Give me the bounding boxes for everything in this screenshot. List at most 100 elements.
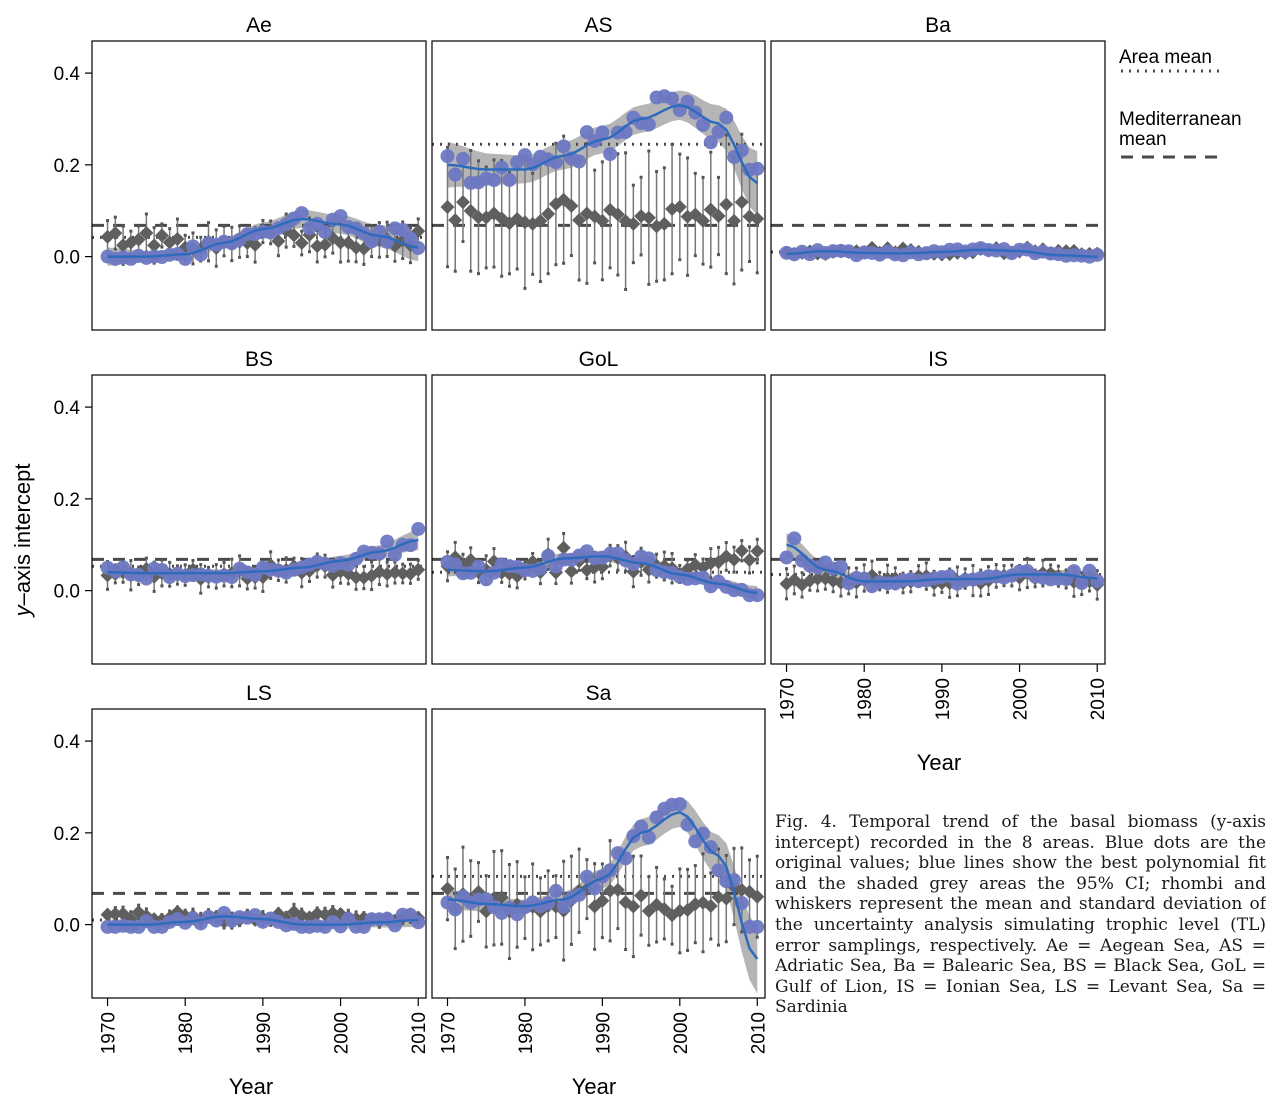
fit-line bbox=[786, 543, 1098, 583]
panel-title: Ba bbox=[925, 14, 951, 37]
plot-area-sa bbox=[432, 797, 765, 994]
whisker-cap bbox=[160, 222, 164, 226]
whisker-cap bbox=[500, 942, 504, 946]
whisker-cap bbox=[701, 262, 705, 266]
whisker-cap bbox=[453, 540, 457, 544]
whisker-cap bbox=[401, 562, 405, 566]
whisker-cap bbox=[152, 589, 156, 593]
rhombus-point bbox=[455, 195, 470, 210]
whisker-cap bbox=[585, 577, 589, 581]
whisker-cap bbox=[284, 580, 288, 584]
whisker-cap bbox=[655, 170, 659, 174]
whisker-cap bbox=[339, 581, 343, 585]
whisker-cap bbox=[346, 259, 350, 263]
data-point bbox=[572, 887, 587, 902]
whisker-cap bbox=[476, 159, 480, 163]
whisker-cap bbox=[121, 580, 125, 584]
rhombus-point bbox=[641, 210, 656, 225]
data-point bbox=[411, 915, 426, 930]
whisker-cap bbox=[979, 568, 983, 572]
whisker-cap bbox=[577, 278, 581, 282]
whisker-cap bbox=[678, 563, 682, 567]
rhombus-point bbox=[750, 544, 765, 559]
data-point bbox=[411, 240, 426, 255]
whisker-cap bbox=[362, 564, 366, 568]
whisker-cap bbox=[531, 948, 535, 952]
whisker-cap bbox=[160, 584, 164, 588]
x-tick-label: 2010 bbox=[748, 1012, 769, 1054]
whisker-cap bbox=[393, 560, 397, 564]
whisker-cap bbox=[678, 951, 682, 955]
whisker-cap bbox=[307, 216, 311, 220]
whisker-cap bbox=[261, 241, 265, 245]
data-point bbox=[494, 160, 509, 175]
whisker-cap bbox=[445, 145, 449, 149]
whisker-cap bbox=[709, 150, 713, 154]
whisker-cap bbox=[831, 590, 835, 594]
whisker-cap bbox=[986, 592, 990, 596]
whisker-cap bbox=[971, 594, 975, 598]
data-point bbox=[703, 135, 718, 150]
figure-caption: Fig. 4. Temporal trend of the basal biom… bbox=[775, 812, 1266, 1018]
rhombus-point bbox=[734, 543, 749, 558]
whisker-cap bbox=[678, 867, 682, 871]
rhombus-point bbox=[634, 888, 649, 903]
whisker-cap bbox=[160, 245, 164, 249]
plot-area-ae bbox=[92, 206, 426, 268]
whisker-cap bbox=[346, 582, 350, 586]
whisker-cap bbox=[755, 271, 759, 275]
whisker-cap bbox=[655, 552, 659, 556]
x-tick-label: 1990 bbox=[254, 1012, 275, 1054]
axes: 0.0 0.2 0.4 0.0 0.2 0.4 1970 1980 1990 2000 2010 0.… bbox=[54, 64, 1110, 1054]
whisker-cap bbox=[878, 588, 882, 592]
whisker-cap bbox=[408, 226, 412, 230]
panel-title: IS bbox=[928, 348, 948, 371]
whisker-cap bbox=[531, 171, 535, 175]
rhombus-point bbox=[463, 203, 478, 218]
whisker-cap bbox=[585, 858, 589, 862]
whisker-cap bbox=[631, 854, 635, 858]
whisker-cap bbox=[377, 255, 381, 259]
whisker-cap bbox=[339, 260, 343, 264]
panel-sa: Sa bbox=[431, 682, 766, 999]
whisker-cap bbox=[261, 218, 265, 222]
whisker-cap bbox=[839, 594, 843, 598]
whisker-cap bbox=[214, 563, 218, 567]
panel-frame bbox=[91, 374, 427, 665]
whisker-cap bbox=[269, 576, 273, 580]
whisker-cap bbox=[362, 587, 366, 591]
whisker-cap bbox=[484, 165, 488, 169]
whisker-cap bbox=[515, 586, 519, 590]
whisker-cap bbox=[445, 855, 449, 859]
data-point bbox=[1082, 563, 1097, 578]
plot-area-as bbox=[432, 89, 765, 291]
rhombus-point bbox=[440, 881, 455, 896]
data-point bbox=[787, 531, 802, 546]
whisker-cap bbox=[577, 847, 581, 851]
rhombus-point bbox=[556, 540, 571, 555]
whisker-cap bbox=[546, 537, 550, 541]
whisker-cap bbox=[408, 581, 412, 585]
whisker-cap bbox=[1056, 564, 1060, 568]
whisker-cap bbox=[562, 261, 566, 265]
plot-area-bs bbox=[92, 521, 426, 595]
rhombus-point bbox=[734, 195, 749, 210]
data-point bbox=[448, 902, 463, 917]
whisker-cap bbox=[639, 933, 643, 937]
whisker-cap bbox=[507, 584, 511, 588]
whisker-cap bbox=[631, 183, 635, 187]
whisker-cap bbox=[585, 917, 589, 921]
whisker-cap bbox=[701, 557, 705, 561]
whisker-cap bbox=[121, 224, 125, 228]
whisker-cap bbox=[616, 568, 620, 572]
whisker-cap bbox=[307, 250, 311, 254]
rhombus-point bbox=[750, 211, 765, 226]
whisker-cap bbox=[207, 565, 211, 569]
legend-med-mean-label-1: Mediterranean bbox=[1119, 109, 1242, 130]
whisker-cap bbox=[214, 264, 218, 268]
whisker-cap bbox=[740, 930, 744, 934]
whisker-cap bbox=[670, 142, 674, 146]
whisker-cap bbox=[207, 259, 211, 263]
whisker-cap bbox=[917, 564, 921, 568]
plot-area-gol bbox=[432, 532, 765, 603]
